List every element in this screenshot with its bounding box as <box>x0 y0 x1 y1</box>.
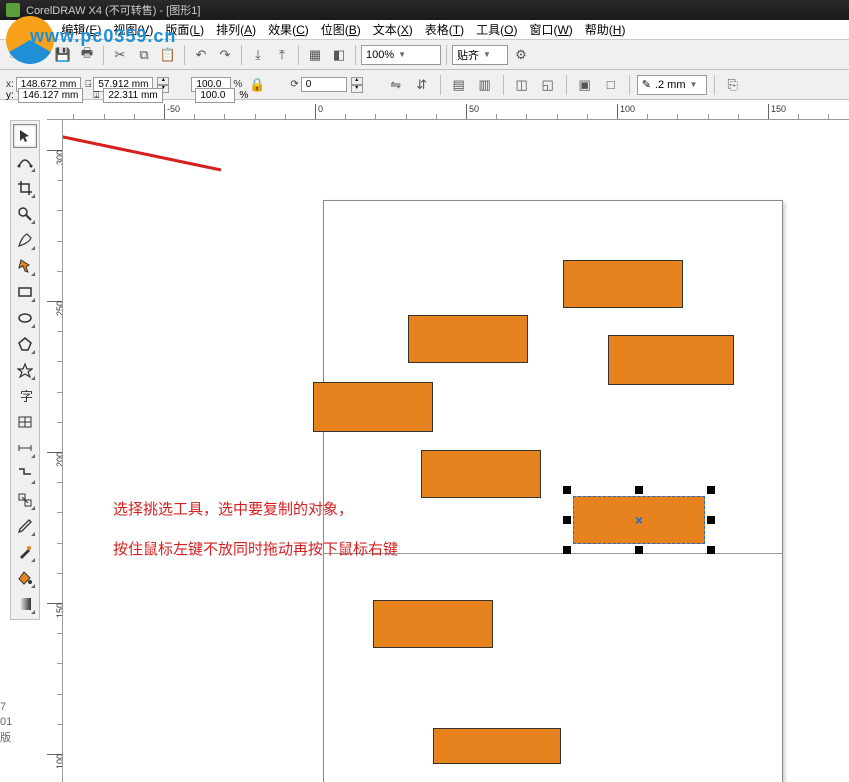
shape-rectangle[interactable] <box>421 450 541 498</box>
connector-tool[interactable] <box>13 462 37 486</box>
zoom-combo[interactable]: 100% ▼ <box>361 45 441 65</box>
polygon-tool[interactable] <box>13 332 37 356</box>
cropped-side-text: 701版 <box>0 700 12 746</box>
export-button[interactable]: ⤒ <box>271 44 293 66</box>
selection-handle[interactable] <box>563 516 571 524</box>
menu-o[interactable]: 工具(O) <box>470 21 523 38</box>
chevron-down-icon: ▼ <box>483 50 491 59</box>
selection-handle[interactable] <box>635 486 643 494</box>
selection-handle[interactable] <box>563 486 571 494</box>
prop-y-row: y: 146.127 mm ⍗ 22.311 mm 100.0 % <box>6 88 248 103</box>
selection-handle[interactable] <box>707 486 715 494</box>
rotation-value[interactable]: 0 <box>301 77 347 92</box>
y-value[interactable]: 146.127 mm <box>18 88 84 103</box>
shape-rectangle[interactable] <box>563 260 683 308</box>
menu-c[interactable]: 效果(C) <box>262 21 315 38</box>
text-tool[interactable]: 字 <box>13 384 37 408</box>
scale-y[interactable]: 100.0 <box>195 88 235 103</box>
menu-t[interactable]: 表格(T) <box>419 21 470 38</box>
menu-w[interactable]: 窗口(W) <box>523 21 578 38</box>
window-title: CorelDRAW X4 (不可转售) - [图形1] <box>26 2 200 18</box>
menu-h[interactable]: 帮助(H) <box>579 21 632 38</box>
app-launcher-button[interactable]: ▦ <box>304 44 326 66</box>
interactive-tool[interactable] <box>13 488 37 512</box>
ruler-horizontal: -50050100150 <box>47 104 849 120</box>
round-corner-button[interactable]: ◱ <box>537 74 559 96</box>
selected-rectangle[interactable]: × <box>573 496 705 544</box>
snap-combo[interactable]: 贴齐 ▼ <box>452 45 508 65</box>
table-tool[interactable] <box>13 410 37 434</box>
shape-rectangle[interactable] <box>408 315 528 363</box>
smart-fill-tool[interactable] <box>13 254 37 278</box>
dimension-tool[interactable] <box>13 436 37 460</box>
annotation-text-1: 选择挑选工具，选中要复制的对象， <box>113 498 353 519</box>
shape-rectangle[interactable] <box>313 382 433 432</box>
ruler-vertical: 30025020015010050 <box>47 120 63 782</box>
annotation-text-2: 按住鼠标左键不放同时拖动再按下鼠标右键 <box>113 538 398 559</box>
selection-handle[interactable] <box>563 546 571 554</box>
freehand-tool[interactable] <box>13 228 37 252</box>
menu-b[interactable]: 位图(B) <box>315 21 367 38</box>
height-value[interactable]: 22.311 mm <box>103 88 163 103</box>
center-marker: × <box>635 512 643 528</box>
redo-button[interactable]: ↷ <box>214 44 236 66</box>
zoom-value: 100% <box>366 49 394 61</box>
wrap-button[interactable]: ◫ <box>511 74 533 96</box>
selection-handle[interactable] <box>707 546 715 554</box>
options-button[interactable]: ⚙ <box>510 44 532 66</box>
app-icon <box>6 3 20 17</box>
lock-ratio-button[interactable]: 🔒 <box>246 74 268 96</box>
snap-label: 贴齐 <box>457 47 479 63</box>
pen-icon: ✎ <box>642 78 651 91</box>
welcome-button[interactable]: ◧ <box>328 44 350 66</box>
shape-rectangle[interactable] <box>433 728 561 764</box>
import-button[interactable]: ⤓ <box>247 44 269 66</box>
menu-a[interactable]: 排列(A) <box>210 21 262 38</box>
eyedropper-tool[interactable] <box>13 514 37 538</box>
mirror-h-button[interactable]: ⇋ <box>385 74 407 96</box>
shape-rectangle[interactable] <box>373 600 493 648</box>
selection-handle[interactable] <box>635 546 643 554</box>
toolbox: 字 <box>10 120 40 620</box>
rotate-icon: ⟳ <box>290 79 298 90</box>
shape-rectangle[interactable] <box>608 335 734 385</box>
basic-shapes-tool[interactable] <box>13 358 37 382</box>
menu-x[interactable]: 文本(X) <box>367 21 419 38</box>
outline-width-combo[interactable]: ✎ .2 mm ▼ <box>637 75 707 95</box>
crop-tool[interactable] <box>13 176 37 200</box>
ellipse-tool[interactable] <box>13 306 37 330</box>
chevron-down-icon: ▼ <box>689 80 697 89</box>
outline-tool[interactable] <box>13 540 37 564</box>
chevron-down-icon: ▼ <box>398 50 406 59</box>
shape-tool[interactable] <box>13 150 37 174</box>
zoom-tool[interactable] <box>13 202 37 226</box>
pick-tool[interactable] <box>13 124 37 148</box>
interactive-fill-tool[interactable] <box>13 592 37 616</box>
title-bar: CorelDRAW X4 (不可转售) - [图形1] <box>0 0 849 20</box>
mirror-v-button[interactable]: ⇵ <box>411 74 433 96</box>
selection-handle[interactable] <box>707 516 715 524</box>
canvas[interactable]: 选择挑选工具，选中要复制的对象， 按住鼠标左键不放同时拖动再按下鼠标右键 × <box>63 120 849 782</box>
watermark-text: www.pc0359.cn <box>30 26 176 47</box>
to-front-button[interactable]: ▣ <box>574 74 596 96</box>
order-button[interactable]: ▥ <box>474 74 496 96</box>
rectangle-tool[interactable] <box>13 280 37 304</box>
align-button[interactable]: ▤ <box>448 74 470 96</box>
convert-button[interactable]: ⎘ <box>722 74 744 96</box>
y-label: y: <box>6 90 14 101</box>
height-icon: ⍗ <box>93 90 99 101</box>
outline-value: .2 mm <box>655 79 686 91</box>
undo-button[interactable]: ↶ <box>190 44 212 66</box>
to-back-button[interactable]: □ <box>600 74 622 96</box>
rot-spinner[interactable]: ▴▾ <box>351 77 363 93</box>
annotation-arrow <box>63 120 255 200</box>
fill-tool[interactable] <box>13 566 37 590</box>
svg-text:字: 字 <box>20 389 33 404</box>
